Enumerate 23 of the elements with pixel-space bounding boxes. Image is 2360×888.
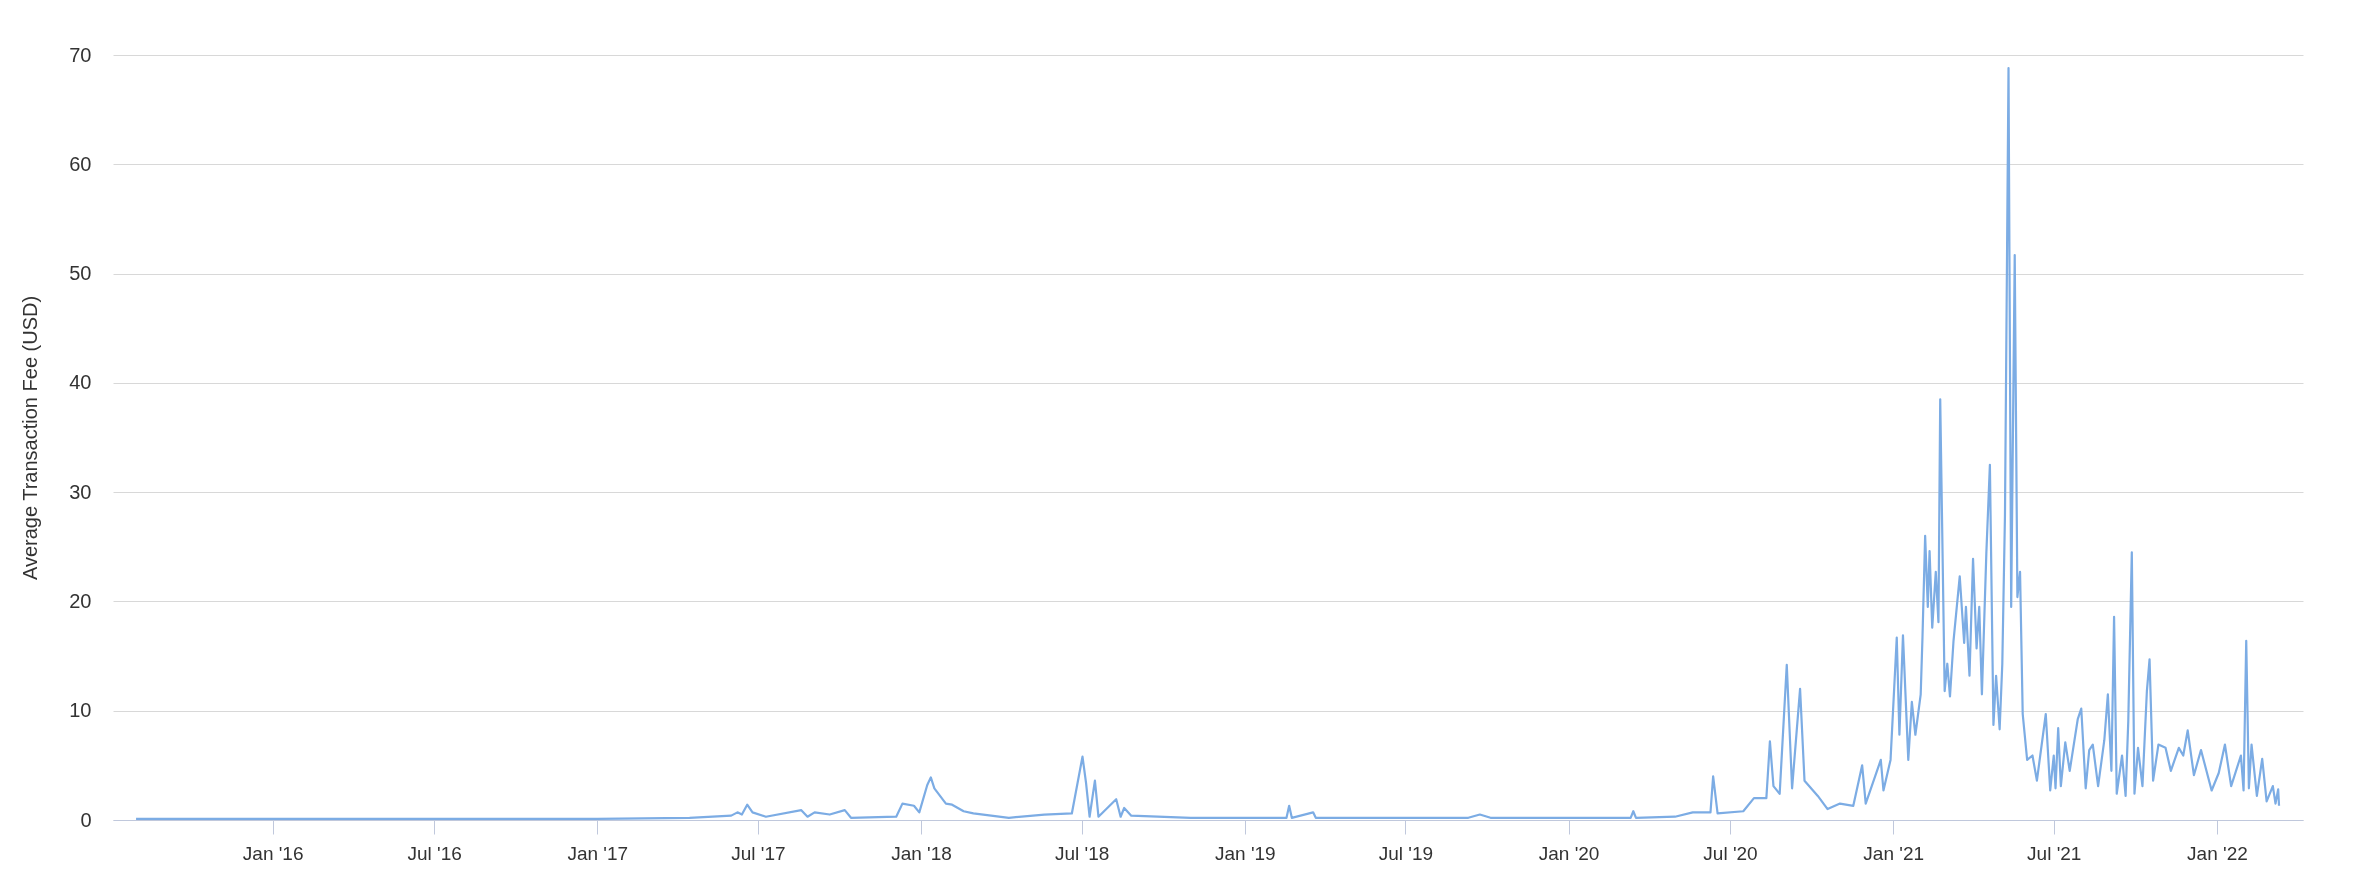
x-tick-label: Jan '19 xyxy=(1214,842,1276,864)
y-axis-title: Average Transaction Fee (USD) xyxy=(19,295,42,581)
x-tick-label: Jul '17 xyxy=(731,842,786,864)
x-tick-label: Jan '21 xyxy=(1863,842,1925,864)
x-tick-label: Jul '16 xyxy=(407,842,462,864)
x-tick-label: Jan '18 xyxy=(891,842,952,864)
y-tick-label: 20 xyxy=(69,589,92,612)
y-tick-label: 70 xyxy=(69,43,92,66)
x-tick-label: Jan '22 xyxy=(2187,842,2248,864)
y-tick-label: 40 xyxy=(69,371,92,394)
x-tick-label: Jul '19 xyxy=(1378,842,1434,864)
y-tick-label: 60 xyxy=(69,152,92,175)
y-tick-label: 0 xyxy=(80,808,92,831)
y-tick-label: 10 xyxy=(69,699,92,722)
y-tick-label: 50 xyxy=(69,262,92,285)
x-tick-label: Jul '20 xyxy=(1703,842,1758,864)
x-tick-label: Jan '16 xyxy=(242,842,304,864)
y-tick-label: 30 xyxy=(69,480,92,503)
x-tick-label: Jan '20 xyxy=(1538,842,1600,864)
x-tick-label: Jan '17 xyxy=(567,842,629,864)
x-tick-label: Jul '21 xyxy=(2027,842,2082,864)
x-tick-label: Jul '18 xyxy=(1054,842,1110,864)
line-series xyxy=(134,67,2281,820)
